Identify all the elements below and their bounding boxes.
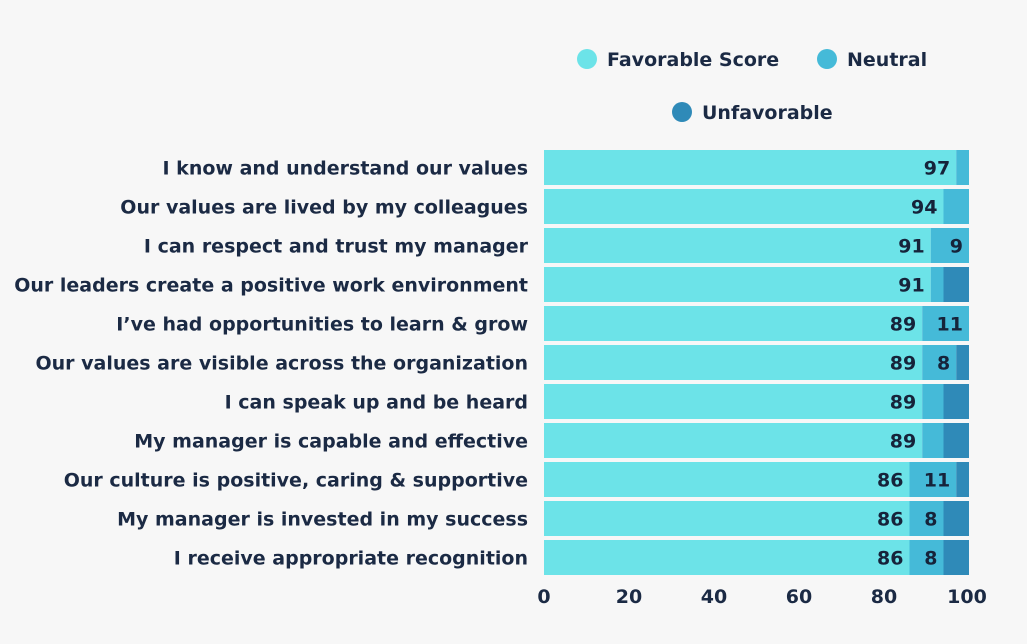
bar-neutral-2 [943,189,969,224]
legend: Favorable Score Neutral Unfavorable [577,49,927,124]
bar-favorable-score-6 [544,345,923,380]
value-label-favorable-score-4: 91 [898,275,924,297]
category-label-10: My manager is invested in my success [117,509,528,531]
bar-neutral-9 [909,462,957,497]
category-label-3: I can respect and trust my manager [144,236,529,258]
bar-favorable-score-10 [544,501,910,536]
value-label-favorable-score-5: 89 [890,314,916,336]
bar-unfavorable-4 [943,267,969,302]
value-label-favorable-score-2: 94 [911,197,937,219]
value-label-neutral-6: 8 [937,353,950,375]
x-tick-label-0: 0 [537,586,550,608]
value-label-favorable-score-9: 86 [877,470,903,492]
bar-neutral-7 [922,384,944,419]
value-label-favorable-score-3: 91 [898,236,924,258]
bar-neutral-1 [956,150,969,185]
bars [544,150,969,575]
value-label-neutral-3: 9 [950,236,963,258]
value-label-favorable-score-8: 89 [890,431,916,453]
bar-favorable-score-1 [544,150,957,185]
legend-label-unfavorable: Unfavorable [702,102,833,124]
bar-favorable-score-9 [544,462,910,497]
value-label-favorable-score-11: 86 [877,548,903,570]
value-label-favorable-score-7: 89 [890,392,916,414]
value-label-favorable-score-10: 86 [877,509,903,531]
value-label-neutral-10: 8 [924,509,937,531]
category-label-1: I know and understand our values [163,158,529,180]
value-label-favorable-score-1: 97 [924,158,950,180]
bar-unfavorable-9 [956,462,969,497]
x-tick-label-80: 80 [871,586,897,608]
legend-marker-unfavorable [672,102,692,122]
bar-neutral-10 [909,501,944,536]
bar-neutral-5 [922,306,969,341]
bar-unfavorable-7 [943,384,969,419]
bar-favorable-score-3 [544,228,931,263]
value-labels: 97 94 91 9 91 89 11 89 8 89 89 86 11 86 8 86 8 [877,158,963,570]
bar-favorable-score-4 [544,267,931,302]
category-label-4: Our leaders create a positive work envir… [14,275,528,297]
category-label-8: My manager is capable and effective [134,431,528,453]
category-label-5: I’ve had opportunities to learn & grow [116,314,528,336]
value-label-neutral-5: 11 [937,314,963,336]
category-label-9: Our culture is positive, caring & suppor… [64,470,528,492]
x-tick-label-60: 60 [786,586,812,608]
x-axis: 0 20 40 60 80 100 [537,586,986,608]
bar-favorable-score-11 [544,540,910,575]
legend-marker-favorable-score [577,49,597,69]
x-tick-label-100: 100 [947,586,987,608]
bar-neutral-4 [930,267,944,302]
x-tick-label-20: 20 [616,586,642,608]
x-tick-label-40: 40 [701,586,727,608]
bar-favorable-score-7 [544,384,923,419]
category-labels: I know and understand our values Our valu… [14,158,528,570]
category-label-6: Our values are visible across the organi… [35,353,528,375]
bar-unfavorable-10 [943,501,969,536]
bar-favorable-score-8 [544,423,923,458]
bar-favorable-score-2 [544,189,944,224]
value-label-neutral-9: 11 [924,470,950,492]
bar-neutral-3 [930,228,969,263]
bar-unfavorable-6 [956,345,969,380]
bar-neutral-8 [922,423,944,458]
category-label-2: Our values are lived by my colleagues [120,197,528,219]
bar-unfavorable-8 [943,423,969,458]
value-label-neutral-11: 8 [924,548,937,570]
legend-label-favorable-score: Favorable Score [607,49,779,71]
bar-neutral-6 [922,345,957,380]
legend-label-neutral: Neutral [847,49,927,71]
bar-favorable-score-5 [544,306,923,341]
bar-unfavorable-11 [943,540,969,575]
bar-neutral-11 [909,540,944,575]
legend-marker-neutral [817,49,837,69]
value-label-favorable-score-6: 89 [890,353,916,375]
category-label-11: I receive appropriate recognition [174,548,528,570]
category-label-7: I can speak up and be heard [225,392,528,414]
